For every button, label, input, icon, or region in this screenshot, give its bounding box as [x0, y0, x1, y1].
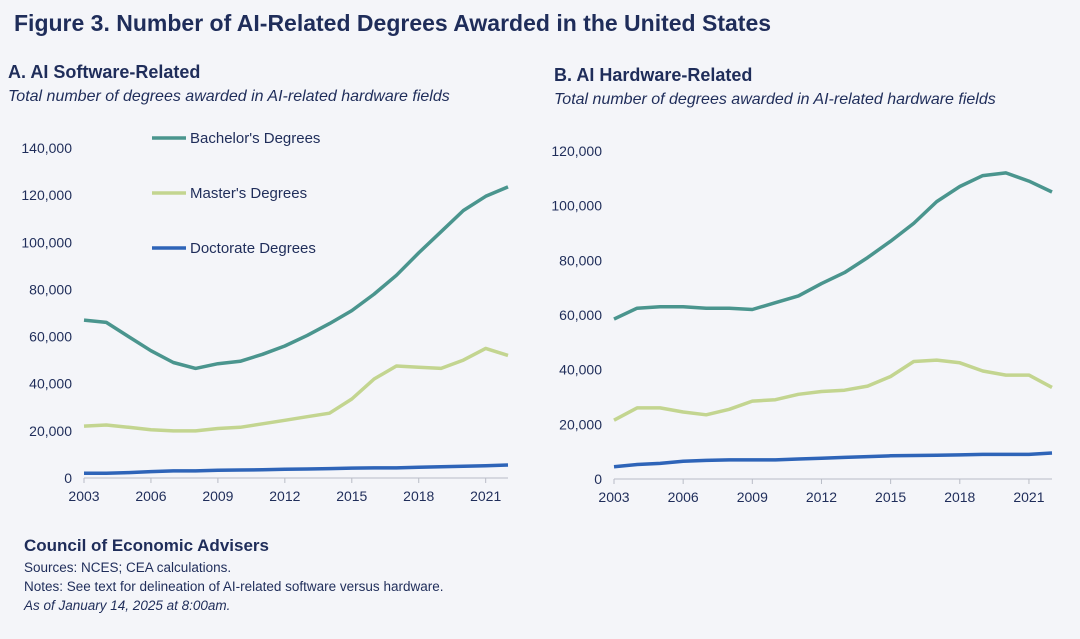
- series-line-bachelor-s-degrees: [613, 171, 1053, 321]
- figure-title: Figure 3. Number of AI-Related Degrees A…: [14, 10, 772, 36]
- y-tick-label: 20,000: [29, 423, 72, 439]
- x-tick-label: 2015: [875, 489, 906, 505]
- y-tick-label: 100,000: [21, 234, 72, 250]
- x-tick-label: 2018: [944, 489, 975, 505]
- x-tick-label: 2018: [403, 488, 434, 504]
- y-tick-label: 120,000: [21, 187, 72, 203]
- chart-panel-b: 0 20,000 40,000 60,000 80,000 100,000 120,000 2…: [551, 143, 1053, 505]
- panel-a-title: A. AI Software-Related: [8, 62, 201, 82]
- chart-panel-a: 0 20,000 40,000 60,000 80,000 100,000 120,000 1…: [21, 130, 509, 504]
- y-tick-label: 40,000: [559, 362, 602, 378]
- sources-note: Sources: NCES; CEA calculations.: [24, 560, 232, 575]
- x-tick-label: 2012: [806, 489, 837, 505]
- y-tick-label: 140,000: [21, 140, 72, 156]
- y-tick-label: 60,000: [559, 307, 602, 323]
- legend-label: Bachelor's Degrees: [190, 130, 320, 147]
- series-line-doctorate-degrees: [613, 451, 1053, 469]
- x-tick-label: 2021: [470, 488, 501, 504]
- y-tick-label: 120,000: [551, 143, 602, 159]
- organization-name: Council of Economic Advisers: [24, 536, 269, 555]
- series-line-bachelor-s-degrees: [83, 185, 509, 371]
- y-tick-label: 0: [594, 471, 602, 487]
- x-tick-label: 2021: [1013, 489, 1044, 505]
- legend-label: Master's Degrees: [190, 185, 307, 202]
- x-tick-label: 2009: [737, 489, 768, 505]
- series-line-doctorate-degrees: [84, 463, 509, 476]
- series-line-master-s-degrees: [83, 346, 509, 433]
- y-tick-label: 80,000: [29, 281, 72, 297]
- notes-text: Notes: See text for delineation of AI-re…: [24, 579, 444, 594]
- y-tick-label: 100,000: [551, 198, 602, 214]
- panel-b-title: B. AI Hardware-Related: [554, 65, 753, 85]
- x-tick-label: 2009: [202, 488, 233, 504]
- y-tick-label: 80,000: [559, 252, 602, 268]
- legend-label: Doctorate Degrees: [190, 240, 316, 257]
- y-tick-label: 0: [64, 470, 72, 486]
- x-tick-label: 2003: [68, 488, 99, 504]
- x-tick-label: 2006: [668, 489, 699, 505]
- y-tick-label: 60,000: [29, 329, 72, 345]
- y-tick-label: 20,000: [559, 416, 602, 432]
- x-tick-label: 2012: [269, 488, 300, 504]
- as-of-date: As of January 14, 2025 at 8:00am.: [24, 598, 231, 613]
- y-tick-label: 40,000: [29, 376, 72, 392]
- panel-b-subtitle: Total number of degrees awarded in AI-re…: [554, 91, 996, 108]
- series-line-master-s-degrees: [613, 358, 1053, 422]
- x-tick-label: 2006: [135, 488, 166, 504]
- x-tick-label: 2015: [336, 488, 367, 504]
- panel-a-subtitle: Total number of degrees awarded in AI-re…: [8, 88, 450, 105]
- x-tick-label: 2003: [598, 489, 629, 505]
- footer: Council of Economic Advisers Sources: NC…: [24, 536, 443, 615]
